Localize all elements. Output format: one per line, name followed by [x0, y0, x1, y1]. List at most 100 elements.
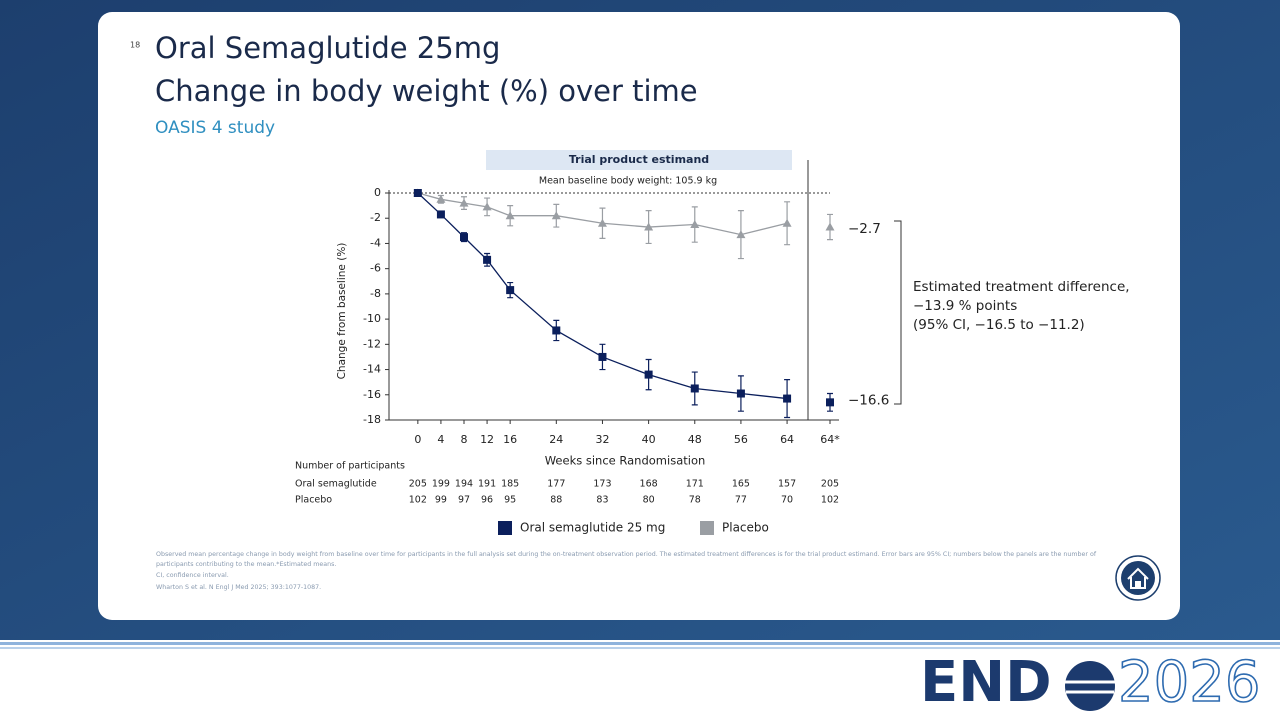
participant-count: 205 [409, 479, 427, 490]
x-tick-label: 64* [820, 433, 840, 446]
marker [690, 384, 699, 393]
participant-count: 185 [501, 479, 519, 490]
participant-count: 95 [504, 495, 516, 506]
x-tick-label: 8 [461, 433, 468, 446]
participant-count: 191 [478, 479, 496, 490]
marker [483, 255, 492, 264]
marker [736, 389, 745, 398]
y-tick-label: -18 [363, 413, 381, 426]
estimate-label: −2.7 [848, 221, 881, 237]
footer-rule [0, 642, 1280, 645]
marker [505, 211, 515, 220]
participant-count: 88 [550, 495, 562, 506]
marker [644, 222, 654, 231]
y-tick-label: -4 [370, 236, 381, 249]
participant-count: 97 [458, 495, 470, 506]
marker [413, 189, 422, 197]
footer-rule [0, 647, 1280, 649]
x-tick-label: 40 [642, 433, 656, 446]
logo-year: 2026 [1118, 650, 1261, 715]
marker [690, 220, 700, 229]
slide-card [98, 12, 1180, 620]
subtitle: OASIS 4 study [155, 118, 275, 138]
panel-label: Trial product estimand [569, 153, 709, 166]
marker [736, 230, 746, 239]
participant-count: 157 [778, 479, 796, 490]
participant-count: 199 [432, 479, 450, 490]
annotation: (95% CI, −16.5 to −11.2) [913, 317, 1085, 333]
y-axis-label: Change from baseline (%) [336, 243, 348, 380]
footnote: participants contributing to the mean.*E… [156, 561, 336, 568]
home-button[interactable] [1115, 555, 1161, 601]
annotation: Estimated treatment difference, [913, 279, 1130, 295]
row-label: Oral semaglutide [295, 479, 377, 490]
x-tick-label: 56 [734, 433, 748, 446]
x-tick-label: 32 [595, 433, 609, 446]
marker [598, 352, 607, 361]
y-tick-label: -12 [363, 337, 381, 350]
participant-count: 96 [481, 495, 493, 506]
baseline-note: Mean baseline body weight: 105.9 kg [539, 176, 717, 187]
page-number: 18 [130, 41, 140, 50]
participant-count: 173 [593, 479, 611, 490]
participant-count: 102 [409, 495, 427, 506]
legend-swatch [700, 521, 714, 535]
participant-count: 83 [596, 495, 608, 506]
y-tick-label: -2 [370, 211, 381, 224]
participant-count: 177 [547, 479, 565, 490]
estimate-label: −16.6 [848, 392, 889, 408]
participant-count: 205 [821, 479, 839, 490]
marker [826, 398, 834, 407]
y-tick-label: 0 [374, 186, 381, 199]
participant-count: 70 [781, 495, 793, 506]
marker [782, 218, 792, 227]
legend-label: Placebo [722, 521, 769, 535]
marker [552, 326, 561, 335]
bracket [894, 220, 902, 405]
participant-count: 165 [732, 479, 750, 490]
marker [551, 211, 561, 220]
participant-count: 168 [640, 479, 658, 490]
title: Oral Semaglutide 25mg [155, 31, 500, 65]
marker [644, 370, 653, 379]
marker [460, 233, 468, 242]
marker [482, 202, 492, 211]
marker [783, 394, 792, 403]
participant-count: 171 [686, 479, 704, 490]
participants-title: Number of participants [295, 461, 405, 472]
logo-text: END [920, 650, 1052, 715]
x-tick-label: 16 [503, 433, 517, 446]
y-tick-label: -6 [370, 262, 381, 275]
marker [597, 218, 607, 227]
title: Change in body weight (%) over time [155, 74, 698, 108]
marker [506, 286, 515, 295]
marker [825, 222, 835, 231]
participant-count: 80 [643, 495, 655, 506]
participant-count: 102 [821, 495, 839, 506]
panel-header [486, 150, 792, 170]
footnote: Wharton S et al. N Engl J Med 2025; 393:… [156, 584, 321, 591]
marker [436, 210, 445, 219]
y-tick-label: -16 [363, 388, 381, 401]
participant-count: 194 [455, 479, 473, 490]
footnote: CI, confidence interval. [156, 572, 229, 579]
x-tick-label: 48 [688, 433, 702, 446]
marker [436, 194, 446, 203]
y-tick-label: -8 [370, 287, 381, 300]
y-tick-label: -10 [363, 312, 381, 325]
annotation: −13.9 % points [913, 298, 1017, 314]
x-tick-label: 0 [414, 433, 421, 446]
footnote: Observed mean percentage change in body … [156, 551, 1097, 558]
x-tick-label: 12 [480, 433, 494, 446]
participant-count: 99 [435, 495, 447, 506]
participant-count: 77 [735, 495, 747, 506]
row-label: Placebo [295, 495, 332, 506]
x-tick-label: 4 [437, 433, 444, 446]
legend-swatch [498, 521, 512, 535]
x-axis-label: Weeks since Randomisation [545, 454, 706, 468]
legend-label: Oral semaglutide 25 mg [520, 521, 665, 535]
logo-globe [1065, 661, 1115, 711]
marker [459, 198, 469, 207]
